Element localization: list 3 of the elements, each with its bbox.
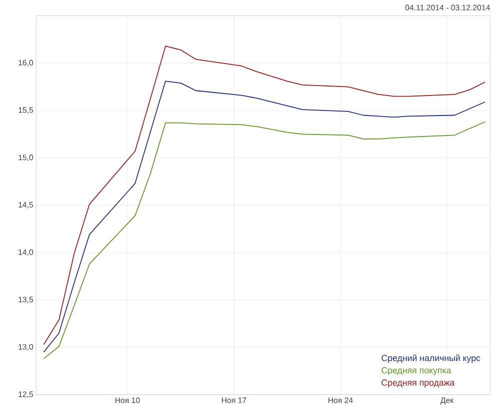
text: Средняя покупка bbox=[382, 367, 452, 376]
text: Средний наличный курс bbox=[382, 354, 480, 364]
text: Средняя продажа bbox=[382, 380, 455, 388]
